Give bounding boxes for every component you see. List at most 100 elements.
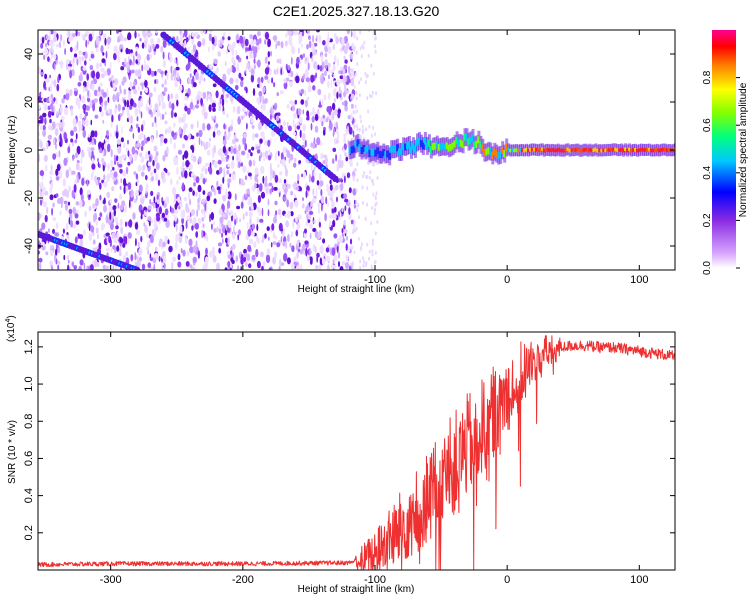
noise-speckle [206,149,211,156]
noise-speckle [265,188,269,194]
noise-speckle [223,170,226,179]
noise-speckle-fade [360,77,363,82]
noise-speckle [86,189,91,195]
noise-speckle [76,162,80,171]
carrier-core [380,151,384,159]
noise-speckle [41,147,46,152]
noise-speckle [109,199,113,204]
noise-speckle [287,64,291,71]
noise-speckle [227,220,232,229]
noise-speckle [111,75,114,79]
noise-speckle [218,228,222,234]
noise-speckle [187,77,192,85]
noise-speckle [241,115,244,120]
noise-speckle [285,220,289,228]
figure-title: C2E1.2025.327.18.13.G20 [273,3,440,19]
noise-speckle-fade [354,104,357,109]
noise-speckle [52,153,57,160]
noise-speckle-fade [360,242,363,247]
noise-speckle-fade [351,45,354,50]
noise-speckle [171,261,174,270]
noise-speckle [164,111,167,116]
noise-speckle [333,98,336,103]
noise-speckle [254,167,259,176]
noise-speckle [270,242,273,248]
noise-speckle [97,161,100,168]
noise-speckle [169,205,172,213]
noise-speckle [123,142,126,149]
noise-speckle-fade [374,44,376,49]
noise-speckle [137,53,142,62]
noise-speckle [145,174,148,181]
noise-speckle [229,77,234,85]
noise-speckle [129,59,133,66]
noise-speckle [129,199,131,209]
noise-speckle [257,59,261,68]
noise-speckle [259,138,263,144]
noise-speckle [267,38,271,48]
noise-speckle [55,232,59,237]
noise-speckle [280,67,283,76]
noise-speckle [211,102,216,109]
noise-speckle [99,106,102,113]
noise-speckle [91,138,95,145]
noise-speckle [191,32,195,37]
noise-speckle [191,209,195,216]
noise-speckle [112,265,115,270]
noise-speckle [165,196,170,205]
noise-speckle [76,59,79,66]
noise-speckle [294,99,297,105]
noise-speckle [255,249,259,258]
noise-speckle [264,150,269,159]
noise-speckle-fade [375,91,378,96]
noise-speckle [134,190,139,198]
noise-speckle [238,72,242,79]
carrier-core [394,145,398,153]
noise-speckle [45,34,49,40]
carrier-core [398,148,402,156]
noise-speckle [65,202,68,211]
noise-speckle-fade [372,71,375,76]
noise-speckle [321,98,324,108]
carrier-core [618,148,622,152]
spectrogram-ytick-label: 0 [23,147,35,153]
noise-speckle [243,112,246,118]
carrier-core [447,144,451,152]
noise-speckle [331,262,334,270]
noise-speckle [150,39,153,48]
noise-speckle [53,79,57,88]
noise-speckle [206,94,209,102]
noise-speckle-fade [352,177,355,182]
carrier-core [673,147,675,152]
noise-speckle [124,235,128,245]
noise-speckle-fade [364,71,367,76]
noise-speckle [226,154,230,159]
noise-speckle [176,99,179,107]
noise-speckle [281,158,286,167]
noise-speckle [119,237,124,244]
noise-speckle [247,201,250,206]
noise-speckle [276,67,279,75]
noise-speckle [70,108,74,117]
noise-speckle [60,104,63,114]
carrier-core [657,148,661,153]
noise-speckle [313,61,318,70]
noise-speckle [272,35,277,41]
noise-speckle [165,128,167,135]
noise-speckle-fade [356,162,359,167]
noise-speckle [140,157,145,163]
noise-speckle [296,125,301,130]
noise-speckle [300,264,303,270]
carrier-core [453,140,457,148]
noise-speckle [134,251,136,261]
noise-speckle [343,45,348,55]
noise-speckle [38,250,41,255]
noise-speckle [268,182,273,187]
noise-speckle [75,133,78,140]
noise-speckle [76,177,80,184]
noise-speckle [322,238,326,244]
noise-speckle [124,99,127,108]
noise-speckle [211,115,214,121]
noise-speckle [56,163,61,172]
noise-speckle [270,106,273,115]
